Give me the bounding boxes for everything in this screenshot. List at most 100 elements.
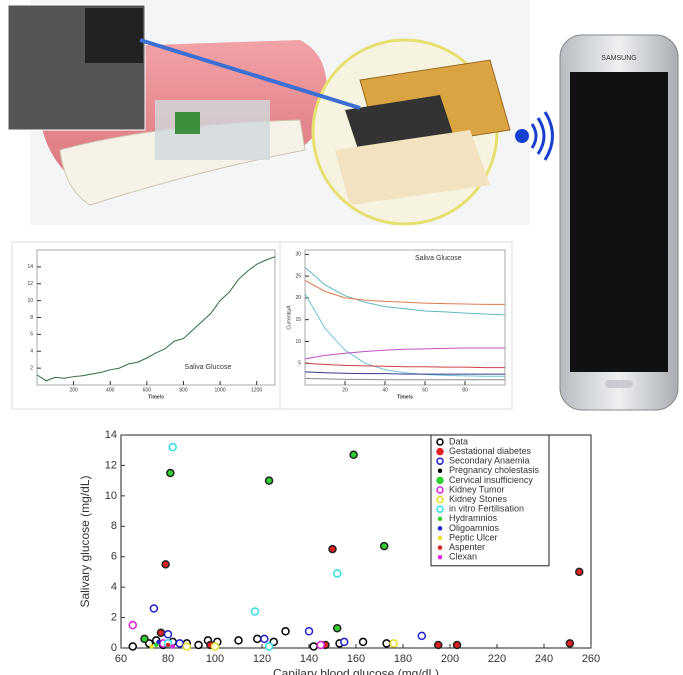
- y-tick-label: 30: [295, 252, 301, 258]
- y-axis-label: Salivary glucose (mg/dL): [78, 475, 92, 607]
- x-tick-label: 60: [422, 387, 428, 393]
- data-point: [251, 608, 258, 615]
- data-point: [254, 635, 261, 642]
- y-tick-label: 10: [105, 490, 117, 502]
- x-tick-label: 40: [382, 387, 388, 393]
- x-tick-label: 200: [69, 387, 78, 393]
- data-point: [310, 643, 317, 650]
- data-point: [576, 568, 583, 575]
- data-point: [183, 643, 190, 650]
- phone-screen: [570, 72, 668, 372]
- y-tick-label: 25: [295, 273, 301, 279]
- legend-label: Cervical insufficiency: [449, 475, 533, 485]
- data-point: [141, 635, 148, 642]
- data-point: [195, 641, 202, 648]
- x-axis-label: Capilary blood glucose (mg/dL): [273, 667, 439, 675]
- legend-marker: [439, 537, 442, 540]
- data-point: [350, 451, 357, 458]
- data-point: [306, 628, 313, 635]
- phone-brand: SAMSUNG: [601, 55, 636, 62]
- x-tick-label: 120: [253, 653, 271, 665]
- data-point: [329, 546, 336, 553]
- legend-label: Secondary Anaemia: [449, 456, 530, 466]
- wireless-waves: [532, 112, 553, 160]
- x-tick-label: 1000: [215, 387, 226, 393]
- page: SAMSUNG 200400600800100012002468101214Ti…: [0, 0, 683, 675]
- figure: SAMSUNG 200400600800100012002468101214Ti…: [0, 0, 683, 675]
- legend-marker: [437, 506, 443, 512]
- y-axis-label: Current/μA: [286, 305, 292, 330]
- data-point: [383, 640, 390, 647]
- annotation: Saliva Glucose: [185, 364, 232, 371]
- y-tick-label: 8: [30, 315, 33, 321]
- data-point: [266, 477, 273, 484]
- legend-label: Hydramnios: [449, 513, 498, 523]
- x-tick-label: 140: [300, 653, 318, 665]
- data-point: [360, 638, 367, 645]
- data-point: [167, 643, 170, 646]
- x-tick-label: 60: [115, 653, 127, 665]
- y-tick-label: 15: [295, 317, 301, 323]
- legend-label: Data: [449, 436, 468, 446]
- data-point: [334, 625, 341, 632]
- legend-marker: [439, 527, 442, 530]
- y-tick-label: 2: [30, 365, 33, 371]
- data-point: [212, 643, 219, 650]
- x-tick-label: 260: [582, 653, 600, 665]
- x-tick-label: 180: [394, 653, 412, 665]
- legend-marker: [439, 517, 442, 520]
- data-point: [317, 641, 324, 648]
- y-tick-label: 12: [27, 281, 33, 287]
- data-point: [150, 645, 153, 648]
- data-point: [454, 641, 461, 648]
- legend-label: Kidney Tumor: [449, 484, 505, 494]
- x-axis-label: Time/s: [397, 394, 413, 400]
- x-tick-label: 160: [347, 653, 365, 665]
- data-point: [435, 641, 442, 648]
- data-point: [155, 643, 158, 646]
- y-tick-label: 10: [295, 339, 301, 345]
- data-point: [157, 640, 160, 643]
- y-tick-label: 5: [298, 361, 301, 367]
- legend-label: Pregnancy cholestasis: [449, 465, 540, 475]
- legend-marker: [437, 449, 443, 455]
- legend-marker: [439, 469, 442, 472]
- legend-label: Kidney Stones: [449, 494, 508, 504]
- data-point: [162, 561, 169, 568]
- x-tick-label: 220: [488, 653, 506, 665]
- data-point: [167, 470, 174, 477]
- data-point: [566, 640, 573, 647]
- data-point: [418, 632, 425, 639]
- data-point: [176, 640, 183, 647]
- y-tick-label: 10: [27, 298, 33, 304]
- legend-label: Aspenter: [449, 542, 485, 552]
- data-point: [129, 643, 136, 650]
- legend-label: Clexan: [449, 552, 477, 562]
- y-tick-label: 6: [111, 551, 117, 563]
- y-tick-label: 0: [111, 642, 117, 654]
- x-tick-label: 800: [179, 387, 188, 393]
- x-tick-label: 240: [535, 653, 553, 665]
- y-tick-label: 14: [27, 264, 33, 270]
- legend-label: Oligoamnios: [449, 523, 500, 533]
- x-tick-label: 20: [342, 387, 348, 393]
- data-point: [261, 635, 268, 642]
- data-point: [341, 638, 348, 645]
- annotation: Saliva Glucose: [415, 255, 462, 262]
- y-tick-label: 2: [111, 611, 117, 623]
- data-point: [157, 629, 164, 636]
- data-point: [334, 570, 341, 577]
- legend-marker: [439, 546, 442, 549]
- x-tick-label: 1200: [251, 387, 262, 393]
- y-tick-label: 4: [111, 581, 117, 593]
- data-point: [266, 643, 273, 650]
- legend-marker: [437, 458, 443, 464]
- phone-button: [605, 380, 633, 388]
- data-point: [390, 640, 397, 647]
- legend-label: Gestational diabetes: [449, 446, 532, 456]
- panel-background: [280, 242, 512, 409]
- sensor-housing: [155, 100, 270, 160]
- y-tick-label: 12: [105, 459, 117, 471]
- data-point: [282, 628, 289, 635]
- data-point: [129, 622, 136, 629]
